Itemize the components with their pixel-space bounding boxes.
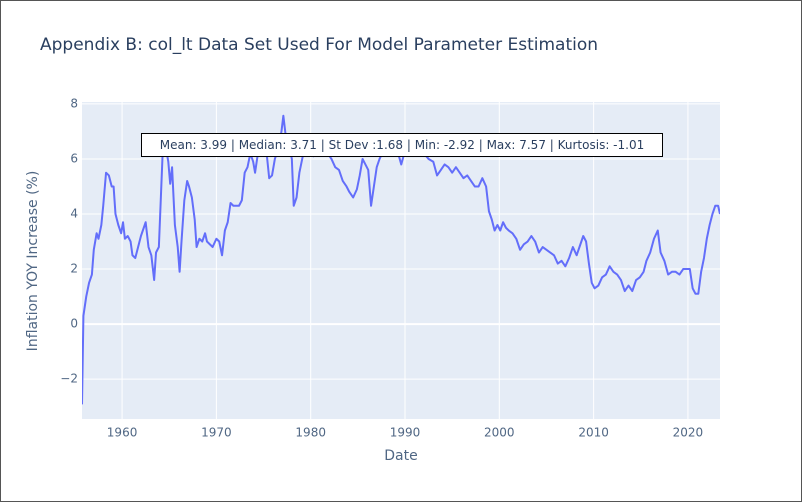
x-tick-label: 1990 <box>390 426 421 440</box>
x-tick-label: 1980 <box>295 426 326 440</box>
annotation: Mean: 3.99 | Median: 3.71 | St Dev :1.68… <box>160 138 644 152</box>
y-tick-label: 8 <box>70 96 78 110</box>
chart-title: Appendix B: col_lt Data Set Used For Mod… <box>40 35 598 55</box>
y-tick-label: 4 <box>70 206 78 220</box>
x-tick-label: 1960 <box>107 426 138 440</box>
x-tick-label: 2020 <box>673 426 704 440</box>
y-tick-label: −2 <box>60 372 78 386</box>
y-tick-label: 0 <box>70 317 78 331</box>
annotation-box <box>141 133 663 157</box>
x-tick-label: 2000 <box>484 426 515 440</box>
x-tick-label: 1970 <box>201 426 232 440</box>
y-axis-title: Inflation YOY Increase (%) <box>25 171 41 352</box>
y-tick-label: 6 <box>70 151 78 165</box>
x-tick-label: 2010 <box>578 426 609 440</box>
y-tick-label: 2 <box>70 262 78 276</box>
x-axis-title: Date <box>384 448 417 464</box>
